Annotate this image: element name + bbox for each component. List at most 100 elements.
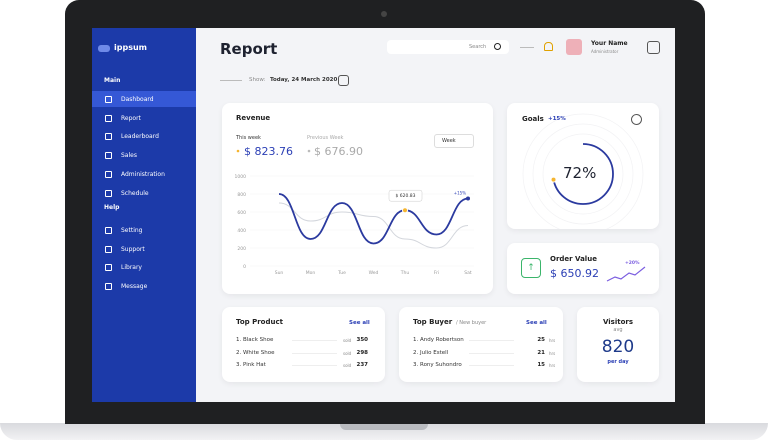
menu-item[interactable]: Sales xyxy=(121,152,137,160)
menu-item[interactable]: Administration xyxy=(121,170,165,178)
menu-item[interactable]: Report xyxy=(121,114,141,122)
row-value: 298 xyxy=(356,349,368,356)
y-tick-label: 400 xyxy=(237,228,246,234)
x-tick-label: Wed xyxy=(369,270,379,276)
series-point xyxy=(466,196,470,201)
row-unit: hrs xyxy=(549,338,556,343)
menu-item[interactable]: Setting xyxy=(121,227,143,234)
x-tick-label: Sat xyxy=(464,270,472,276)
sparkline xyxy=(606,266,646,282)
show-label: Show: xyxy=(249,77,266,83)
search-box[interactable] xyxy=(387,40,509,54)
x-tick-label: Mon xyxy=(306,270,316,276)
menu-icon xyxy=(105,245,112,253)
user-name: Your Name xyxy=(591,40,628,47)
row-name: 3. Pink Hat xyxy=(236,362,266,368)
period: Week xyxy=(442,138,456,144)
goals-menu[interactable] xyxy=(631,114,642,125)
this-week-label: This week xyxy=(236,135,261,141)
visitors-subtitle: avg xyxy=(613,327,623,333)
previous-week-value: $ 676.90 xyxy=(314,145,363,158)
y-tick-label: 600 xyxy=(237,210,246,216)
order-amount: $ 650.92 xyxy=(550,267,599,280)
menu-item[interactable]: Schedule xyxy=(121,189,149,197)
row-unit: hrs xyxy=(549,350,556,356)
row-name: 1. Andy Robertson xyxy=(413,337,464,343)
row-line xyxy=(292,365,337,366)
row-line xyxy=(469,365,514,366)
order-title: Order Value xyxy=(550,255,597,263)
goals-title: Goals xyxy=(522,115,544,123)
menu-icon xyxy=(105,152,112,160)
order-sparkline xyxy=(606,266,646,282)
previous-week-label: Previous Week xyxy=(307,135,344,141)
top-product-card: Top Product See all 1. Black Shoe 350 sold 2.… xyxy=(222,307,385,382)
menu-icon xyxy=(105,96,112,103)
card-title: Top Product xyxy=(236,318,283,326)
revenue-title: Revenue xyxy=(236,114,271,122)
row-name: 2. Julio Estell xyxy=(413,349,449,356)
user-menu[interactable] xyxy=(647,41,660,54)
menu-item[interactable]: Support xyxy=(121,245,145,253)
divider xyxy=(220,80,242,81)
camera xyxy=(381,11,387,17)
series-line xyxy=(278,202,469,249)
avatar xyxy=(566,39,582,55)
gauge-arc xyxy=(552,143,614,205)
row-unit: sold xyxy=(343,363,352,368)
row-line xyxy=(292,352,337,354)
menu-icon xyxy=(105,227,112,234)
see-all[interactable]: See all xyxy=(526,320,547,326)
bell-icon[interactable] xyxy=(544,42,553,51)
search-icon[interactable] xyxy=(494,43,501,50)
card-subtitle: / New buyer xyxy=(456,320,487,326)
y-tick-label: 0 xyxy=(243,264,246,270)
tooltip-label: $ 620.83 xyxy=(395,193,415,199)
ring xyxy=(522,113,644,229)
row-line xyxy=(292,340,337,341)
menu-icon xyxy=(105,283,112,291)
page-title: Report xyxy=(220,40,278,58)
revenue-card: Revenue This week $ 823.76 Previous Week… xyxy=(222,103,493,294)
logo xyxy=(98,45,110,52)
divider xyxy=(520,47,534,48)
row-unit: hrs xyxy=(549,363,556,368)
x-tick-label: Thu xyxy=(400,270,410,276)
goals-gauge xyxy=(522,113,644,229)
menu-item[interactable]: Library xyxy=(121,264,142,272)
menu-icon xyxy=(105,264,112,272)
search-placeholder: Search xyxy=(469,44,487,50)
menu-icon xyxy=(105,133,112,141)
row-value: 350 xyxy=(356,337,368,343)
visitors-period: per day xyxy=(607,359,629,365)
date-menu[interactable] xyxy=(338,75,349,86)
row-line xyxy=(469,352,514,354)
row-unit: sold xyxy=(343,350,352,356)
menu-icon xyxy=(105,114,112,122)
x-tick-label: Fri xyxy=(434,270,439,276)
active-item xyxy=(92,91,196,107)
menu-item[interactable]: Message xyxy=(121,283,148,291)
highlight-point xyxy=(402,207,408,214)
row-value: 15 xyxy=(537,362,545,368)
brand: ippsum xyxy=(114,43,147,52)
period-select[interactable] xyxy=(434,134,474,148)
this-week-value: $ 823.76 xyxy=(244,145,293,158)
series-line xyxy=(278,193,469,245)
x-tick-label: Sun xyxy=(275,270,284,276)
row-line xyxy=(469,340,514,341)
row-name: 1. Black Shoe xyxy=(236,337,274,343)
top-buyer-card: Top Buyer / New buyer See all 1. Andy Rober… xyxy=(399,307,563,382)
visitors-title: Visitors xyxy=(602,318,634,326)
ring xyxy=(532,123,634,225)
row-value: 25 xyxy=(537,337,545,343)
row-value: 21 xyxy=(537,349,545,356)
see-all[interactable]: See all xyxy=(349,320,370,326)
menu-item[interactable]: Leaderboard xyxy=(121,133,159,141)
laptop-base xyxy=(0,423,768,440)
tooltip-box xyxy=(388,189,423,202)
order-icon: ↑ xyxy=(521,258,541,278)
revenue-chart: 0 200 400 600 800 1000 Sun Mon Tue Wed Thu Fri Sat $ … xyxy=(235,149,474,276)
menu-item[interactable]: Dashboard xyxy=(121,96,154,103)
